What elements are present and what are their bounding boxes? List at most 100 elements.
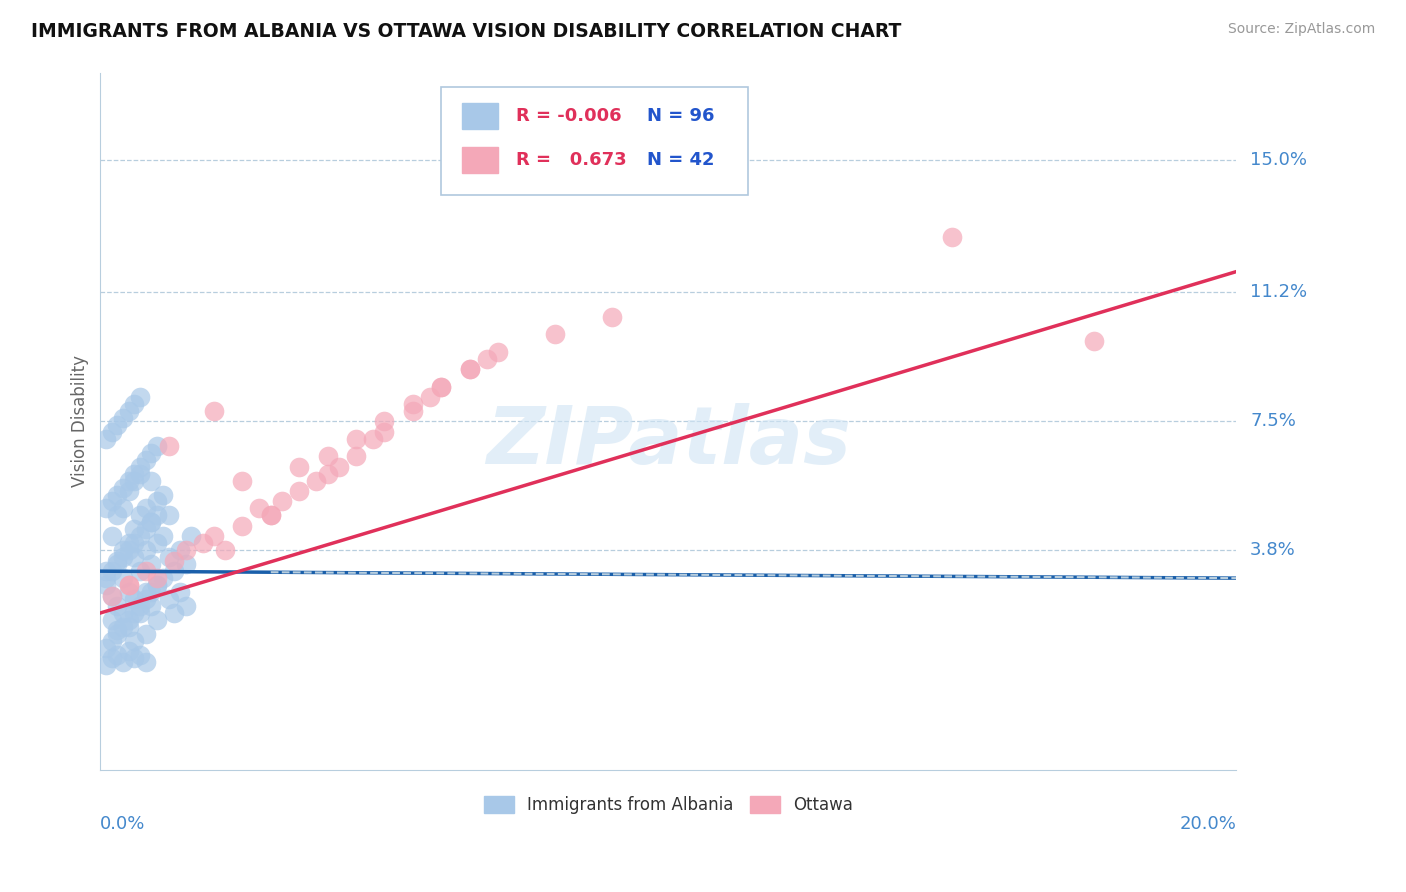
Text: 7.5%: 7.5% (1250, 412, 1296, 430)
Point (94, 564, 117, 578)
Point (100, 633, 122, 648)
Point (600, 310, 623, 324)
Point (112, 543, 135, 558)
Point (112, 481, 135, 495)
Point (118, 536, 141, 550)
Point (129, 606, 152, 620)
Point (402, 397, 425, 411)
FancyBboxPatch shape (461, 147, 498, 173)
Text: R = -0.006: R = -0.006 (516, 107, 621, 125)
Point (135, 655, 157, 669)
Point (141, 585, 163, 599)
Point (328, 459, 350, 474)
Point (146, 494, 169, 508)
Point (146, 536, 169, 550)
Point (124, 550, 146, 565)
Point (141, 516, 163, 530)
Point (105, 417, 128, 432)
Text: N = 42: N = 42 (647, 151, 714, 169)
Point (458, 362, 481, 376)
Point (419, 390, 441, 404)
Point (180, 529, 202, 543)
Point (94, 658, 117, 673)
Point (141, 558, 163, 572)
Point (141, 516, 163, 530)
Point (288, 459, 311, 474)
Point (174, 543, 197, 558)
Point (141, 474, 163, 488)
Point (247, 501, 270, 516)
Point (146, 613, 169, 627)
Point (135, 564, 157, 578)
Point (163, 554, 186, 568)
Text: Source: ZipAtlas.com: Source: ZipAtlas.com (1227, 22, 1375, 37)
Point (214, 543, 236, 558)
Point (112, 410, 135, 425)
Legend: Immigrants from Albania, Ottawa: Immigrants from Albania, Ottawa (477, 789, 860, 821)
Point (94, 640, 117, 655)
Point (112, 620, 135, 634)
Point (157, 508, 180, 523)
Point (361, 432, 384, 446)
Point (129, 467, 152, 481)
Point (135, 543, 157, 558)
Point (100, 494, 122, 508)
Point (112, 501, 135, 516)
Point (105, 627, 128, 641)
Point (135, 592, 157, 607)
Point (129, 529, 152, 543)
Point (124, 474, 146, 488)
Point (1083, 334, 1105, 349)
Point (146, 571, 169, 585)
Point (105, 648, 128, 662)
FancyBboxPatch shape (441, 87, 748, 195)
Point (129, 564, 152, 578)
Point (231, 474, 253, 488)
Point (100, 589, 122, 603)
Point (105, 487, 128, 501)
Point (135, 627, 157, 641)
Point (124, 592, 146, 607)
Point (373, 414, 395, 428)
Point (100, 425, 122, 439)
Point (112, 571, 135, 585)
Text: 11.2%: 11.2% (1250, 284, 1308, 301)
Point (169, 543, 191, 558)
Point (344, 432, 367, 446)
Point (118, 543, 141, 558)
Text: R =   0.673: R = 0.673 (516, 151, 627, 169)
Point (129, 648, 152, 662)
Text: 15.0%: 15.0% (1250, 151, 1308, 169)
Point (105, 508, 128, 523)
Point (152, 571, 174, 585)
Point (271, 494, 294, 508)
Point (458, 362, 481, 376)
Point (100, 564, 122, 578)
Point (118, 585, 141, 599)
Point (100, 529, 122, 543)
Point (191, 536, 214, 550)
Text: N = 96: N = 96 (647, 107, 714, 125)
Point (118, 620, 141, 634)
Point (174, 558, 197, 572)
Point (129, 599, 152, 613)
Point (146, 439, 169, 453)
Text: ZIPatlas: ZIPatlas (486, 403, 851, 482)
Point (152, 487, 174, 501)
FancyBboxPatch shape (461, 103, 498, 129)
Point (105, 554, 128, 568)
Point (157, 550, 180, 565)
Point (146, 578, 169, 592)
Point (129, 459, 152, 474)
Point (486, 344, 509, 359)
Point (135, 501, 157, 516)
Point (373, 425, 395, 439)
Point (316, 467, 339, 481)
Point (124, 467, 146, 481)
Point (118, 578, 141, 592)
Point (260, 508, 283, 523)
Point (402, 404, 425, 418)
Point (305, 474, 328, 488)
Point (124, 651, 146, 665)
Point (112, 655, 135, 669)
